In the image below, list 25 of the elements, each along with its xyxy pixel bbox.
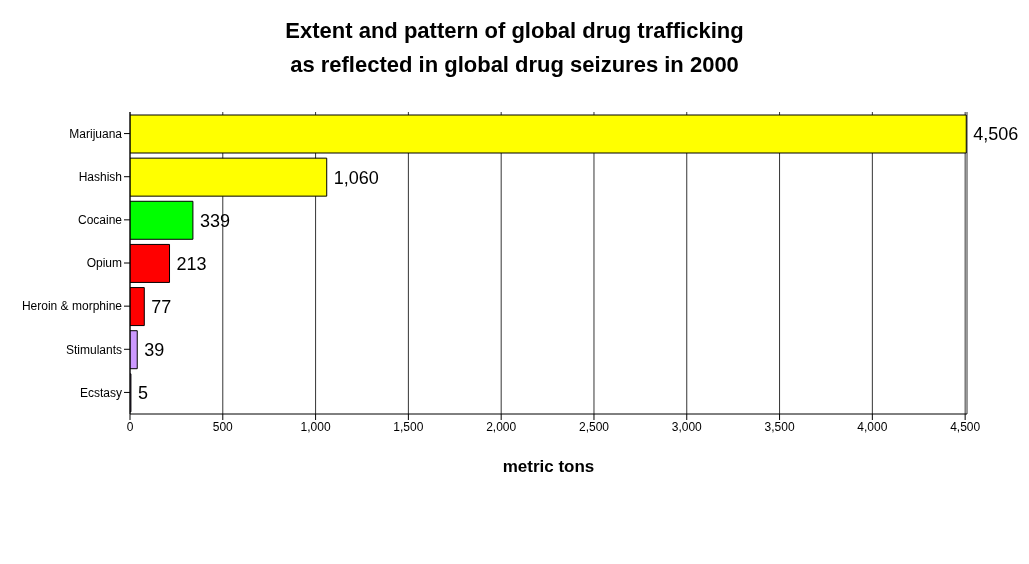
data-label: 5 [137,383,148,404]
data-label: 77 [151,296,172,317]
x-tick-label: 4,000 [857,419,888,434]
x-tick-label: 3,000 [671,419,703,434]
y-tick-label: Ecstasy [79,385,122,400]
x-tick-label: 500 [212,419,234,434]
data-label: 213 [176,253,207,274]
y-tick-label: Hashish [78,169,122,184]
y-tick-label: Opium [86,256,122,271]
x-tick-label: 4,500 [950,419,981,434]
x-tick-label: 3,500 [764,419,795,434]
data-label: 39 [144,340,165,361]
data-label: 4,506 [973,124,1019,145]
y-tick-label: Cocaine [77,213,123,228]
y-tick-label: Stimulants [65,342,122,357]
x-tick-label: 2,500 [578,419,610,434]
x-tick-label: 0 [126,419,134,434]
data-label: 1,060 [333,167,379,188]
y-tick-label: Heroin & morphine [21,299,123,314]
x-tick-label: 1,500 [393,419,424,434]
x-tick-label: 2,000 [486,419,517,434]
y-tick-label: Marijuana [69,126,123,141]
x-tick-label: 1,000 [300,419,331,434]
chart-title: Extent and pattern of global drug trafficking as reflected in global drug seizures in 2000 [284,17,745,79]
x-axis-title: metric tons [502,457,595,476]
